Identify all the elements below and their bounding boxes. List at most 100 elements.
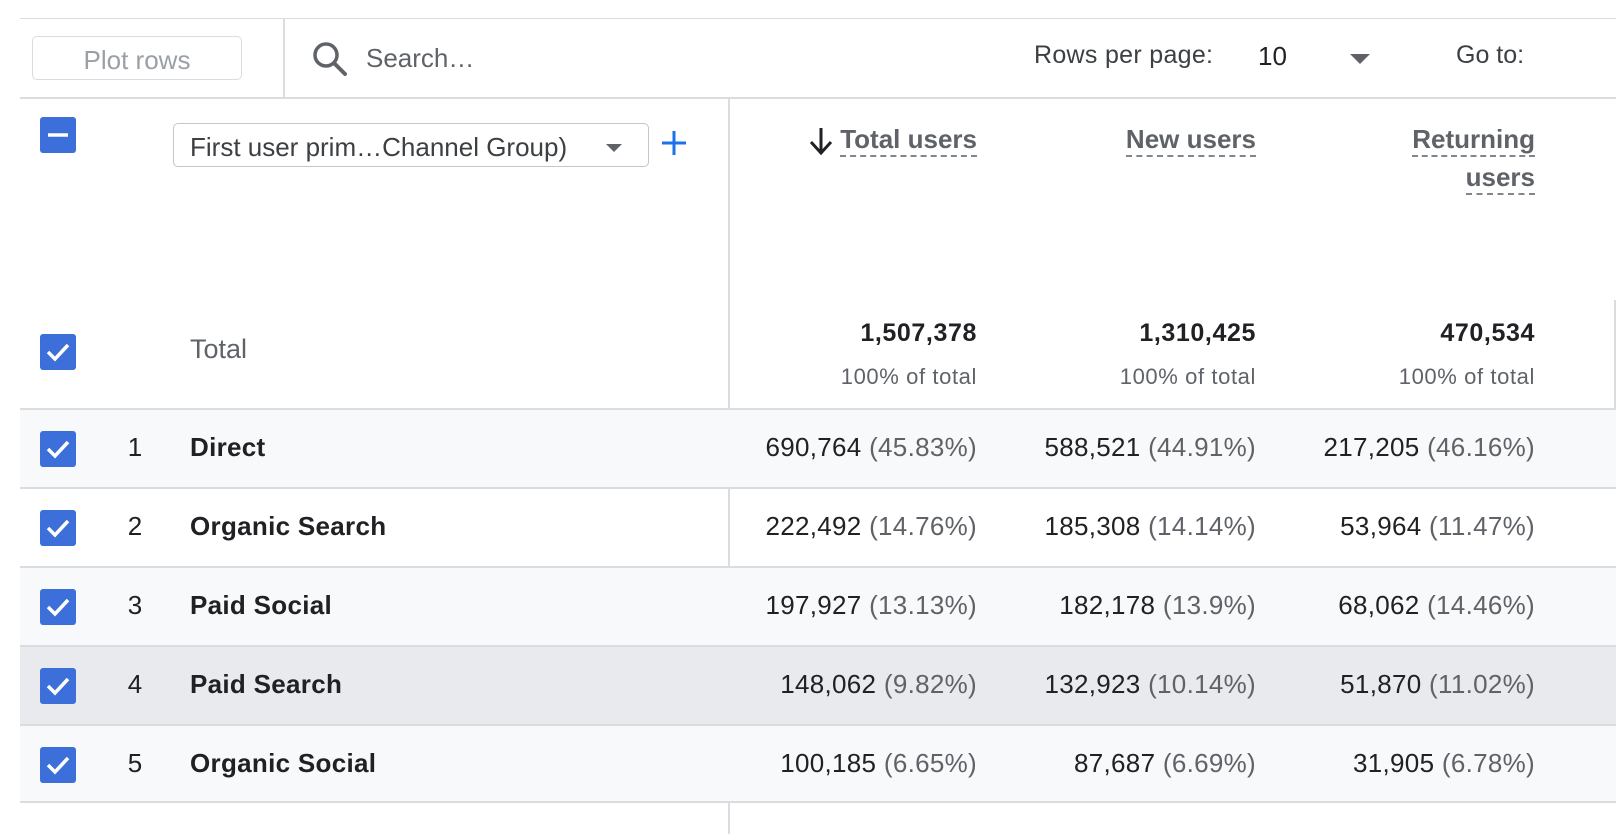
top-divider <box>20 18 1616 19</box>
go-to-label: Go to: <box>1456 41 1525 69</box>
checkbox-indeterminate-icon <box>48 133 68 137</box>
metric-cell: 51,870 (11.02%) <box>1275 669 1535 700</box>
column-header-label: Returning <box>1412 124 1535 157</box>
row-number: 2 <box>127 511 143 541</box>
metric-cell: 197,927 (13.13%) <box>717 590 977 621</box>
metric-percent: (14.46%) <box>1427 590 1535 620</box>
checkbox-checked-icon <box>46 677 70 696</box>
metric-value: 182,178 <box>1059 590 1156 620</box>
select-all-checkbox[interactable] <box>40 117 76 153</box>
arrow-down-icon[interactable] <box>807 125 835 157</box>
metric-cell: 31,905 (6.78%) <box>1275 748 1535 779</box>
row-checkbox[interactable] <box>40 589 76 625</box>
metric-value: 100,185 <box>780 748 877 778</box>
metric-percent: (14.14%) <box>1148 511 1256 541</box>
caret-down-icon <box>606 144 622 152</box>
report-table: Plot rows Rows per page: 10 Go to: First… <box>20 0 1616 834</box>
checkbox-checked-icon <box>46 343 70 362</box>
totals-label: Total <box>190 334 248 364</box>
row-dimension-value: Paid Social <box>190 590 333 620</box>
metric-percent: (11.02%) <box>1429 669 1535 699</box>
column-header-returning-users[interactable]: Returning users <box>1295 120 1535 196</box>
column-header-label: users <box>1465 162 1535 195</box>
metric-cell: 690,764 (45.83%) <box>717 432 977 463</box>
checkbox-checked-icon <box>46 519 70 538</box>
metric-percent: (9.82%) <box>883 669 977 699</box>
checkbox-checked-icon <box>46 756 70 775</box>
caret-down-icon[interactable] <box>1350 54 1370 64</box>
metric-value: 690,764 <box>765 432 862 462</box>
row-number: 5 <box>127 748 143 778</box>
metric-percent: (11.47%) <box>1429 511 1535 541</box>
metric-cell: 68,062 (14.46%) <box>1275 590 1535 621</box>
metric-value: 222,492 <box>765 511 862 541</box>
rows-per-page-label: Rows per page: <box>1034 41 1214 69</box>
total-value: 1,310,425 <box>1139 319 1256 347</box>
dimension-select-label: First user prim…Channel Group) <box>190 132 568 162</box>
row-number: 4 <box>127 669 143 699</box>
total-value: 1,507,378 <box>860 319 977 347</box>
row-number: 1 <box>127 432 143 462</box>
metric-cell: 185,308 (14.14%) <box>996 511 1256 542</box>
metric-value: 217,205 <box>1323 432 1420 462</box>
table-row[interactable]: 1 Direct 690,764 (45.83%) 588,521 (44.91… <box>20 408 1616 487</box>
metric-value: 132,923 <box>1044 669 1141 699</box>
table-toolbar: Plot rows Rows per page: 10 Go to: <box>20 19 1616 99</box>
metric-value: 87,687 <box>1074 748 1156 778</box>
table-row[interactable]: 3 Paid Social 197,927 (13.13%) 182,178 (… <box>20 566 1616 645</box>
search-input[interactable] <box>366 37 766 79</box>
metric-cell: 222,492 (14.76%) <box>717 511 977 542</box>
metric-cell: 588,521 (44.91%) <box>996 432 1256 463</box>
metric-percent: (6.65%) <box>883 748 977 778</box>
row-checkbox[interactable] <box>40 510 76 546</box>
checkbox-checked-icon <box>46 598 70 617</box>
metric-percent: (10.14%) <box>1148 669 1256 699</box>
metric-value: 68,062 <box>1338 590 1420 620</box>
row-checkbox[interactable] <box>40 747 76 783</box>
metric-percent: (6.69%) <box>1162 748 1256 778</box>
metric-value: 51,870 <box>1340 669 1422 699</box>
metric-cell: 132,923 (10.14%) <box>996 669 1256 700</box>
metric-value: 148,062 <box>780 669 877 699</box>
total-percent: 100% of total <box>840 364 977 389</box>
plot-rows-button[interactable]: Plot rows <box>32 36 242 80</box>
row-checkbox[interactable] <box>40 668 76 704</box>
search-icon[interactable] <box>310 39 350 79</box>
metric-percent: (44.91%) <box>1148 432 1256 462</box>
metric-cell: 182,178 (13.9%) <box>996 590 1256 621</box>
checkbox-checked-icon <box>46 440 70 459</box>
table-row[interactable]: 2 Organic Search 222,492 (14.76%) 185,30… <box>20 487 1616 566</box>
totals-checkbox[interactable] <box>40 334 76 370</box>
metric-value: 588,521 <box>1044 432 1141 462</box>
column-header-label: Total users <box>840 124 977 157</box>
total-value: 470,534 <box>1440 319 1535 347</box>
metric-percent: (45.83%) <box>869 432 977 462</box>
rows-per-page-select[interactable]: 10 <box>1258 41 1287 71</box>
table-row[interactable]: 5 Organic Social 100,185 (6.65%) 87,687 … <box>20 724 1616 803</box>
row-number: 3 <box>127 590 143 620</box>
metric-value: 31,905 <box>1353 748 1435 778</box>
metric-cell: 53,964 (11.47%) <box>1275 511 1535 542</box>
row-dimension-value: Organic Search <box>190 511 387 541</box>
metric-cell: 148,062 (9.82%) <box>717 669 977 700</box>
column-header-label: New users <box>1125 124 1256 157</box>
table-right-edge <box>1614 300 1616 410</box>
metric-percent: (6.78%) <box>1441 748 1535 778</box>
metric-percent: (14.76%) <box>869 511 977 541</box>
metric-cell: 100,185 (6.65%) <box>717 748 977 779</box>
row-checkbox[interactable] <box>40 431 76 467</box>
metric-percent: (13.13%) <box>869 590 977 620</box>
metric-value: 53,964 <box>1340 511 1422 541</box>
metric-percent: (46.16%) <box>1427 432 1535 462</box>
metric-percent: (13.9%) <box>1162 590 1256 620</box>
metric-cell: 217,205 (46.16%) <box>1275 432 1535 463</box>
plus-icon[interactable] <box>660 127 688 159</box>
column-header-new-users[interactable]: New users <box>1016 120 1256 158</box>
total-percent: 100% of total <box>1119 364 1256 389</box>
row-dimension-value: Organic Social <box>190 748 377 778</box>
toolbar-divider <box>283 19 285 97</box>
table-row[interactable]: 4 Paid Search 148,062 (9.82%) 132,923 (1… <box>20 645 1616 724</box>
metric-cell: 87,687 (6.69%) <box>996 748 1256 779</box>
column-header-total-users[interactable]: Total users <box>737 120 977 158</box>
dimension-select[interactable]: First user prim…Channel Group) <box>173 123 649 167</box>
